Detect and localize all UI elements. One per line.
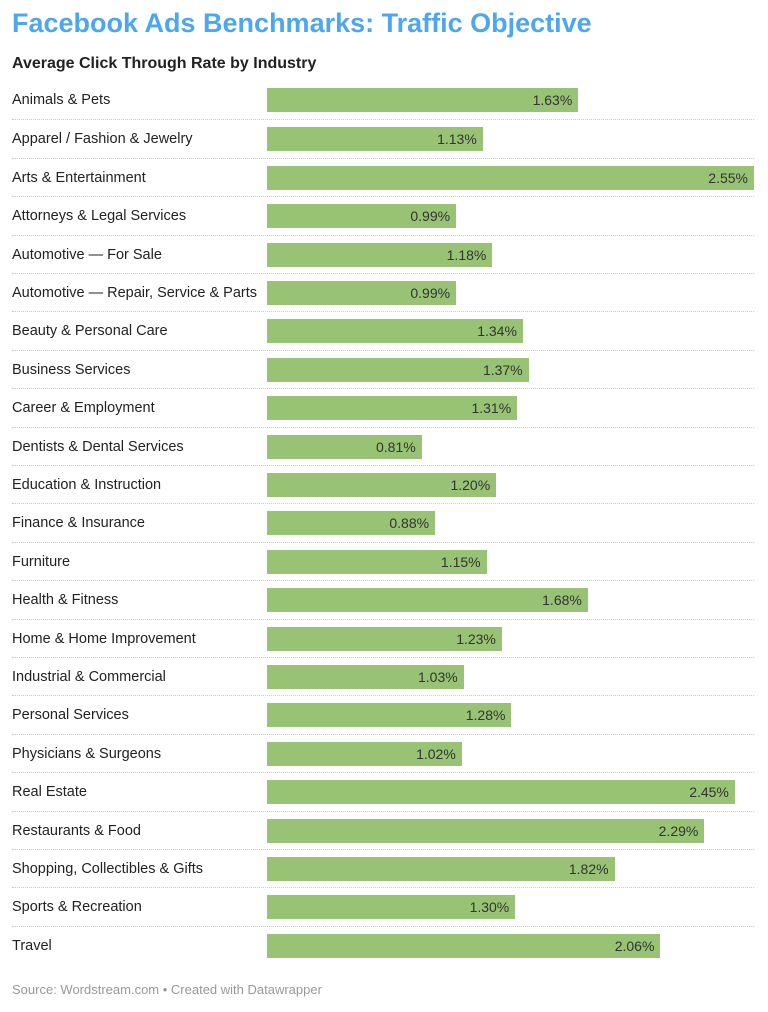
bar: 1.13%: [267, 127, 483, 152]
bar-row: Sports & Recreation 1.30%: [12, 887, 754, 926]
value-label: 0.81%: [375, 438, 416, 455]
value-label: 2.55%: [708, 169, 748, 186]
bar-row: Travel 2.06%: [12, 925, 754, 965]
value-label: 0.88%: [389, 515, 430, 532]
category-label: Arts & Entertainment: [12, 169, 146, 186]
bar-row: Animals & Pets 1.63%: [12, 81, 754, 119]
category-label: Automotive — For Sale: [12, 246, 162, 263]
bar: 2.45%: [267, 780, 735, 805]
bar: 2.29%: [267, 818, 705, 843]
bar: 1.30%: [267, 895, 516, 920]
bar: 1.63%: [267, 88, 579, 112]
bar-row: Real Estate 2.45%: [12, 772, 754, 811]
value-label: 1.15%: [440, 553, 481, 570]
chart-title: Facebook Ads Benchmarks: Traffic Objecti…: [12, 8, 592, 38]
bar: 1.20%: [267, 473, 497, 497]
category-label: Home & Home Improvement: [12, 630, 196, 647]
value-label: 1.18%: [446, 246, 487, 263]
bar-row: Education & Instruction 1.20%: [12, 465, 754, 504]
bar-row: Physicians & Surgeons 1.02%: [12, 733, 754, 773]
value-label: 1.02%: [416, 745, 456, 762]
value-label: 2.45%: [689, 784, 729, 801]
bar-row: Health & Fitness 1.68%: [12, 580, 754, 619]
category-label: Attorneys & Legal Services: [12, 208, 187, 225]
value-label: 1.28%: [465, 707, 506, 724]
bar: 1.82%: [267, 857, 615, 881]
category-label: Health & Fitness: [12, 592, 119, 609]
bar: 2.55%: [267, 165, 754, 190]
category-label: Beauty & Personal Care: [12, 323, 168, 340]
bar-row: Automotive — Repair, Service & Parts 0.99…: [12, 273, 754, 312]
bar-row: Automotive — For Sale 1.18%: [12, 234, 754, 274]
bar: 0.81%: [267, 434, 422, 459]
category-label: Furniture: [12, 553, 71, 570]
bar: 1.03%: [267, 665, 464, 689]
category-label: Personal Services: [12, 707, 129, 724]
bar-row: Furniture 1.15%: [12, 541, 754, 581]
bar: 1.15%: [267, 549, 487, 574]
bar: 1.28%: [267, 703, 512, 728]
bar: 1.18%: [267, 242, 493, 267]
bar-row: Restaurants & Food 2.29%: [12, 810, 754, 850]
bar: 0.99%: [267, 281, 457, 305]
value-label: 2.29%: [658, 822, 699, 839]
bar: 1.34%: [267, 319, 523, 344]
bar: 0.88%: [267, 511, 436, 536]
bar: 0.99%: [267, 204, 457, 229]
value-label: 1.20%: [450, 477, 491, 493]
value-label: 1.82%: [568, 861, 609, 877]
bar: 1.23%: [267, 626, 502, 651]
value-label: 1.23%: [456, 630, 496, 647]
category-label: Automotive — Repair, Service & Parts: [12, 285, 257, 301]
value-label: 1.63%: [532, 92, 573, 108]
bar-row: Finance & Insurance 0.88%: [12, 503, 754, 542]
category-label: Dentists & Dental Services: [12, 438, 184, 455]
bar-row: Industrial & Commercial 1.03%: [12, 657, 754, 696]
value-label: 1.37%: [482, 361, 523, 378]
bar-row: Personal Services 1.28%: [12, 695, 754, 734]
value-label: 1.68%: [542, 592, 582, 609]
category-label: Sports & Recreation: [12, 899, 142, 916]
chart-subtitle: Average Click Through Rate by Industry: [12, 55, 317, 72]
value-label: 1.34%: [477, 323, 517, 340]
category-label: Finance & Insurance: [12, 515, 145, 532]
bar-row: Career & Employment 1.31%: [12, 388, 754, 427]
category-label: Apparel / Fashion & Jewelry: [12, 131, 193, 148]
bar: 1.02%: [267, 741, 462, 766]
bar-row: Arts & Entertainment 2.55%: [12, 157, 754, 197]
value-label: 1.03%: [418, 669, 458, 685]
value-label: 1.30%: [469, 899, 510, 916]
category-label: Industrial & Commercial: [12, 669, 166, 685]
bar-row: Dentists & Dental Services 0.81%: [12, 426, 754, 466]
bar-row: Attorneys & Legal Services 0.99%: [12, 196, 754, 235]
bar: 2.06%: [267, 933, 661, 958]
value-label: 2.06%: [614, 937, 655, 954]
category-label: Travel: [12, 937, 52, 954]
category-label: Physicians & Surgeons: [12, 745, 162, 762]
category-label: Shopping, Collectibles & Gifts: [12, 861, 204, 877]
category-label: Career & Employment: [12, 400, 155, 417]
bar: 1.31%: [267, 396, 518, 421]
source-note: Source: Wordstream.com • Created with Da…: [12, 982, 322, 997]
bar-row: Business Services 1.37%: [12, 349, 754, 389]
bar-row: Home & Home Improvement 1.23%: [12, 618, 754, 658]
category-label: Restaurants & Food: [12, 822, 141, 839]
category-label: Education & Instruction: [12, 477, 162, 493]
value-label: 0.99%: [410, 208, 451, 225]
bar-row: Apparel / Fashion & Jewelry 1.13%: [12, 119, 754, 158]
bar-row: Shopping, Collectibles & Gifts 1.82%: [12, 849, 754, 888]
value-label: 1.13%: [437, 131, 477, 148]
bar-row: Beauty & Personal Care 1.34%: [12, 311, 754, 350]
value-label: 0.99%: [410, 285, 451, 301]
category-label: Business Services: [12, 361, 131, 378]
category-label: Animals & Pets: [12, 92, 111, 108]
bar: 1.68%: [267, 588, 588, 613]
value-label: 1.31%: [471, 400, 512, 417]
bar: 1.37%: [267, 357, 529, 382]
category-label: Real Estate: [12, 784, 87, 801]
